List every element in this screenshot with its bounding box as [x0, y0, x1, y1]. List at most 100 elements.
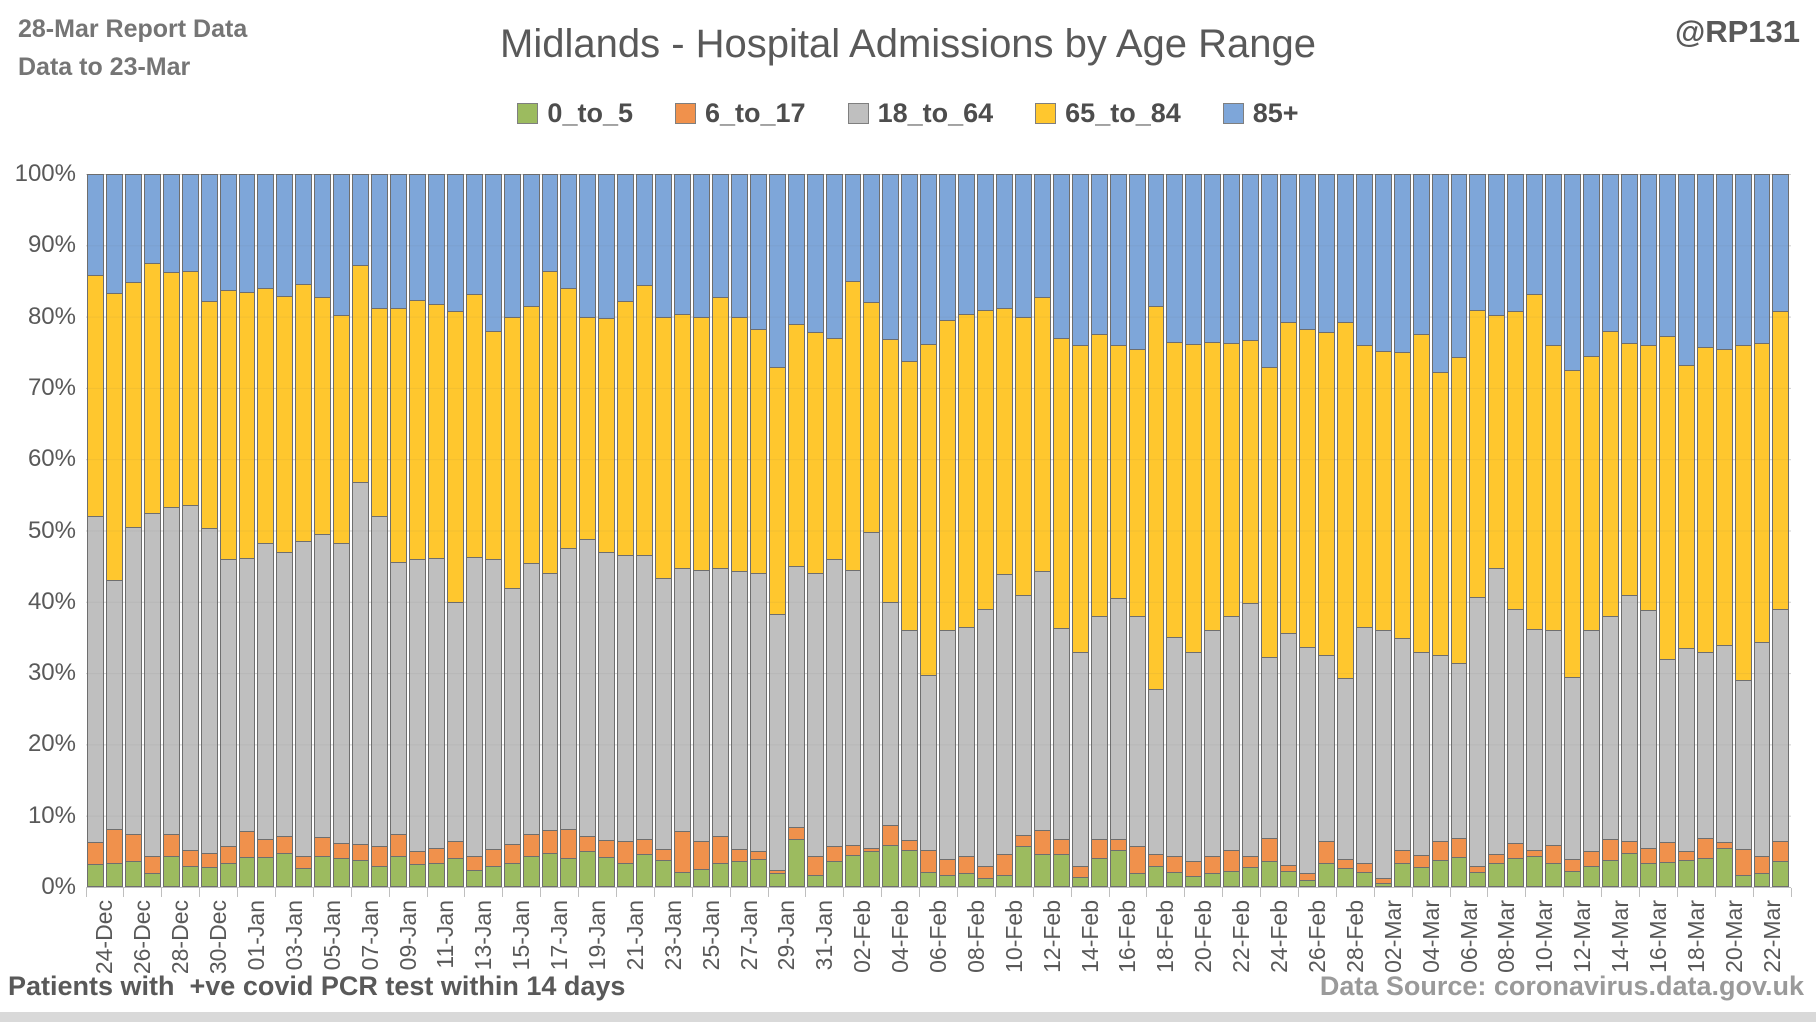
bar-segment-85+ [1696, 174, 1714, 347]
bar-segment-18-to-64 [996, 574, 1013, 854]
bar-segment-65-to-84 [920, 343, 938, 675]
bar-segment-0-to-5 [1412, 867, 1430, 887]
bar-segment-6-to-17 [484, 848, 502, 866]
x-axis-tick-label: 10-Feb [1000, 900, 1027, 973]
bar-segment-85+ [87, 174, 104, 276]
x-axis-tick-label: 15-Jan [508, 900, 535, 971]
bar-segment-0-to-5 [503, 862, 521, 887]
bar-segment-18-to-64 [484, 559, 502, 849]
bar-segment-6-to-17 [219, 845, 237, 863]
bar [1128, 174, 1146, 887]
bar-segment-65-to-84 [1393, 352, 1411, 639]
bar-segment-0-to-5 [1620, 852, 1638, 887]
x-axis-tick-label: 04-Feb [887, 900, 914, 973]
x-axis-tick-label: 11-Jan [432, 900, 459, 969]
bar [711, 174, 729, 887]
x-axis-tick-label: 28-Feb [1341, 900, 1368, 973]
bar-segment-65-to-84 [352, 265, 370, 483]
bar-segment-65-to-84 [484, 330, 502, 560]
bar-segment-65-to-84 [143, 263, 161, 513]
x-axis-tick-label: 19-Jan [584, 900, 611, 971]
bar-segment-18-to-64 [977, 608, 994, 867]
x-axis-label-cell: 25-Jan [692, 900, 730, 996]
bar-segment-6-to-17 [693, 841, 710, 870]
bar-segment-65-to-84 [1242, 340, 1260, 604]
bar-segment-85+ [768, 174, 786, 367]
bar-segment-85+ [1336, 174, 1354, 322]
bar-segment-18-to-64 [314, 534, 332, 838]
bar-segment-0-to-5 [1336, 868, 1354, 887]
bar-segment-65-to-84 [655, 316, 673, 578]
bar-segment-18-to-64 [1014, 594, 1032, 835]
x-axis-tick-label: 25-Jan [697, 900, 724, 971]
bar-segment-65-to-84 [1147, 305, 1165, 689]
bar-segment-0-to-5 [1507, 858, 1525, 887]
bar-segment-18-to-64 [617, 555, 635, 842]
bar-segment-0-to-5 [1450, 857, 1468, 887]
x-axis-tick [653, 888, 655, 897]
bar-segment-0-to-5 [1715, 847, 1733, 887]
bar-segment-85+ [1658, 174, 1676, 336]
x-axis-tick [1714, 888, 1716, 897]
bar-segment-65-to-84 [844, 281, 862, 570]
bar-segment-18-to-64 [655, 577, 673, 849]
bar [390, 174, 407, 887]
bar-segment-65-to-84 [465, 293, 483, 557]
bar-segment-18-to-64 [863, 531, 881, 848]
bar-segment-6-to-17 [655, 848, 673, 860]
bar-segment-0-to-5 [693, 869, 710, 887]
bar-segment-65-to-84 [730, 317, 748, 572]
bar [1242, 174, 1260, 887]
legend-swatch-icon [1035, 103, 1057, 124]
bar [314, 174, 332, 887]
bar [1620, 174, 1638, 887]
bar-segment-85+ [996, 174, 1013, 309]
x-axis-tick [767, 888, 769, 897]
bar [674, 174, 691, 887]
bar-segment-0-to-5 [825, 861, 843, 887]
x-axis-tick [1032, 888, 1034, 897]
bar-segment-65-to-84 [1526, 293, 1544, 629]
legend-item-18-to-64: 18_to_64 [847, 98, 993, 129]
bar-segment-18-to-64 [901, 630, 919, 840]
bar [1014, 174, 1032, 887]
bar-segment-65-to-84 [1185, 343, 1203, 652]
bar-segment-6-to-17 [105, 828, 123, 864]
bar-segment-6-to-17 [503, 844, 521, 863]
bar-segment-85+ [484, 174, 502, 331]
bar-segment-65-to-84 [181, 271, 199, 505]
bar [1431, 174, 1449, 887]
bar-segment-85+ [730, 174, 748, 318]
bar-segment-65-to-84 [1431, 371, 1449, 656]
legend-item-0-to-5: 0_to_5 [517, 98, 633, 129]
bar [1488, 174, 1506, 887]
bar-segment-0-to-5 [1772, 861, 1790, 887]
bar-segment-85+ [1734, 174, 1752, 346]
x-axis-tick [1525, 888, 1527, 897]
plot-area [86, 174, 1791, 888]
x-axis-tick-label: 22-Feb [1228, 900, 1255, 973]
bar-segment-6-to-17 [352, 844, 370, 860]
x-axis-label-cell: 14-Feb [1071, 900, 1109, 996]
bar-segment-85+ [238, 174, 256, 293]
x-axis-label-cell: 31-Jan [806, 900, 844, 996]
x-axis-tick-label: 14-Mar [1607, 900, 1634, 973]
bar-segment-18-to-64 [749, 573, 767, 852]
bar-segment-18-to-64 [427, 557, 445, 848]
bar-segment-65-to-84 [1014, 316, 1032, 595]
bar-segment-85+ [1128, 174, 1146, 349]
bar-segment-0-to-5 [711, 863, 729, 887]
x-axis-tick-label: 23-Jan [659, 900, 686, 971]
bar-segment-0-to-5 [143, 872, 161, 887]
bar-segment-18-to-64 [806, 573, 824, 857]
bar-segment-65-to-84 [1507, 310, 1525, 609]
bar-segment-85+ [1355, 174, 1373, 346]
bar-segment-18-to-64 [730, 571, 748, 849]
bar-segment-6-to-17 [825, 846, 843, 862]
bar-segment-85+ [806, 174, 824, 332]
bar-segment-6-to-17 [1412, 854, 1430, 868]
bar-segment-6-to-17 [1317, 841, 1335, 864]
bar-segment-85+ [295, 174, 313, 284]
bar-segment-65-to-84 [1071, 345, 1089, 652]
legend-label: 0_to_5 [547, 98, 633, 128]
